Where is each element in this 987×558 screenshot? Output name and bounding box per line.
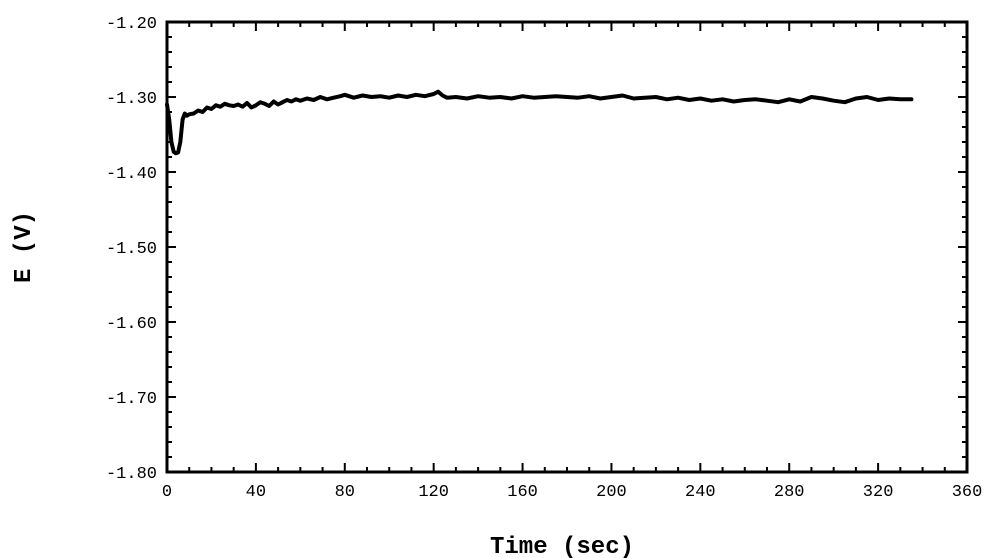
y-tick-label: -1.30 xyxy=(106,90,157,109)
y-tick-label: -1.80 xyxy=(106,465,157,484)
x-tick-label: 120 xyxy=(418,483,449,502)
x-axis-label: Time (sec) xyxy=(490,534,634,558)
y-tick-label: -1.60 xyxy=(106,315,157,334)
x-tick-label: 40 xyxy=(246,483,266,502)
x-tick-label: 80 xyxy=(335,483,355,502)
y-tick-label: -1.70 xyxy=(106,390,157,409)
x-tick-label: 200 xyxy=(596,483,627,502)
series-line xyxy=(165,89,914,156)
x-tick-label: 320 xyxy=(863,483,894,502)
y-tick-label: -1.40 xyxy=(106,165,157,184)
x-tick-label: 240 xyxy=(685,483,716,502)
y-tick-label: -1.50 xyxy=(106,240,157,259)
x-tick-label: 0 xyxy=(162,483,172,502)
x-tick-label: 160 xyxy=(507,483,538,502)
plot-frame xyxy=(165,20,969,474)
x-tick-label: 360 xyxy=(952,483,983,502)
y-tick-label: -1.20 xyxy=(106,15,157,34)
tick-labels: 0 40 80 120 160 200 240 280 320 360 -1.20 -1.30 -1.4… xyxy=(106,15,982,502)
y-axis-label: E (V) xyxy=(11,211,38,283)
axis-ticks xyxy=(166,21,968,473)
x-tick-label: 280 xyxy=(774,483,805,502)
